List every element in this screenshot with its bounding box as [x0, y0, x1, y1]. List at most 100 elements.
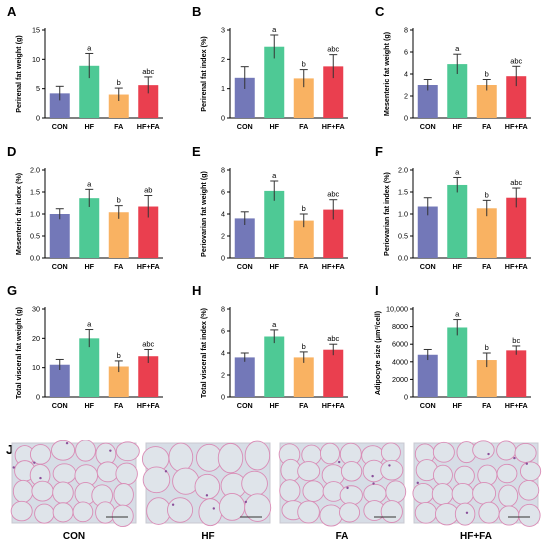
- adipocyte: [431, 483, 454, 506]
- significance-label: a: [272, 25, 277, 34]
- x-tick-label: HF+FA: [505, 401, 528, 410]
- adipocyte: [31, 480, 54, 502]
- adipocyte: [518, 479, 540, 501]
- x-tick-label: HF: [269, 122, 279, 131]
- adipocyte: [115, 441, 140, 462]
- adipocyte: [319, 504, 343, 527]
- y-tick-label: 2: [404, 92, 408, 101]
- panel-letter: F: [375, 144, 383, 159]
- significance-label: b: [117, 196, 121, 205]
- y-tick-label: 4: [404, 70, 408, 79]
- y-axis-label: Perirenal fat index (%): [199, 36, 208, 112]
- adipocyte: [51, 440, 76, 461]
- panel-letter: G: [7, 283, 17, 298]
- bar-con: [49, 364, 70, 397]
- y-axis-label: Mesenteric fat weight (g): [382, 31, 391, 116]
- bar-hf: [79, 198, 100, 258]
- bar-hf: [447, 327, 468, 397]
- significance-label: b: [485, 70, 489, 79]
- significance-label: b: [117, 351, 121, 360]
- adipocyte: [339, 502, 361, 523]
- y-tick-label: 0.5: [30, 232, 40, 241]
- bar-hf-fa: [506, 197, 527, 258]
- bar-con: [417, 354, 438, 397]
- adipocyte: [75, 440, 96, 462]
- x-tick-label: CON: [420, 401, 436, 410]
- bar-hf: [447, 64, 468, 118]
- significance-label: abc: [327, 334, 339, 343]
- bar-con: [234, 357, 255, 397]
- nucleus: [39, 476, 42, 480]
- adipocyte: [518, 503, 541, 527]
- significance-label: abc: [327, 190, 339, 199]
- significance-label: a: [455, 167, 460, 176]
- y-axis-label: Total visceral fat index (%): [199, 307, 208, 398]
- nucleus: [171, 503, 175, 506]
- panel-letter: I: [375, 283, 379, 298]
- x-tick-label: HF: [452, 401, 462, 410]
- y-tick-label: 0: [221, 393, 225, 402]
- y-tick-label: 0.0: [398, 254, 408, 263]
- adipocyte: [319, 442, 340, 465]
- adipocyte: [498, 505, 520, 526]
- x-tick-label: HF+FA: [322, 401, 345, 410]
- y-tick-label: 2000: [392, 375, 408, 384]
- histology-canvas: J CON HF FA HF+FA: [6, 440, 542, 542]
- significance-label: abc: [510, 178, 522, 187]
- significance-label: ab: [144, 186, 152, 195]
- histology-image-hf: HF: [141, 440, 272, 542]
- significance-label: b: [302, 60, 306, 69]
- panel-letter: C: [375, 4, 385, 19]
- x-tick-label: HF+FA: [322, 122, 345, 131]
- adipocyte: [198, 498, 223, 527]
- bar-fa: [476, 208, 497, 258]
- nucleus: [212, 507, 216, 510]
- adipocyte: [172, 467, 200, 495]
- y-tick-label: 4: [221, 349, 225, 358]
- adipocyte: [96, 461, 119, 483]
- bar-con: [49, 214, 70, 258]
- panel-letter: A: [7, 4, 17, 19]
- significance-label: a: [272, 320, 277, 329]
- x-tick-label: FA: [299, 401, 308, 410]
- y-tick-label: 6000: [392, 340, 408, 349]
- bar-hf-fa: [506, 76, 527, 118]
- histology-image-con: CON: [10, 440, 140, 542]
- x-tick-label: FA: [114, 122, 123, 131]
- y-tick-label: 0: [36, 114, 40, 123]
- y-tick-label: 0: [221, 254, 225, 263]
- adipocyte: [72, 501, 94, 523]
- adipocyte: [496, 463, 518, 484]
- significance-label: a: [87, 320, 92, 329]
- bar-hf-fa: [138, 85, 159, 118]
- adipocyte: [34, 503, 55, 524]
- nucleus: [109, 449, 112, 452]
- adipocyte: [412, 482, 435, 504]
- y-tick-label: 3: [221, 26, 225, 35]
- significance-label: a: [87, 43, 92, 52]
- adipocyte: [454, 502, 476, 526]
- adipocyte: [380, 459, 404, 481]
- bar-con: [417, 206, 438, 258]
- x-tick-label: HF+FA: [505, 122, 528, 131]
- adipocyte: [52, 481, 74, 504]
- y-tick-label: 5: [36, 84, 40, 93]
- bar-hf: [79, 338, 100, 397]
- adipocyte: [297, 500, 320, 524]
- nucleus: [416, 481, 419, 485]
- x-tick-label: FA: [482, 262, 491, 271]
- bar-hf: [264, 46, 285, 118]
- significance-label: b: [302, 342, 306, 351]
- histology-image-fa: FA: [278, 442, 407, 542]
- y-tick-label: 2: [221, 371, 225, 380]
- panel-letter: H: [192, 283, 201, 298]
- panel-c: C Mesenteric fat weight (g) 0 2 4 6 8 CON a HF b FA…: [375, 4, 531, 131]
- y-tick-label: 1.0: [30, 210, 40, 219]
- bar-hf-fa: [323, 209, 344, 258]
- adipocyte: [432, 441, 455, 463]
- x-tick-label: CON: [420, 262, 436, 271]
- panel-letter: J: [6, 442, 13, 457]
- x-tick-label: FA: [114, 401, 123, 410]
- significance-label: a: [87, 179, 92, 188]
- panel-d: D Mesenteric fat index (%) 0.0 0.5 1.0 1.5 2.0…: [7, 144, 163, 271]
